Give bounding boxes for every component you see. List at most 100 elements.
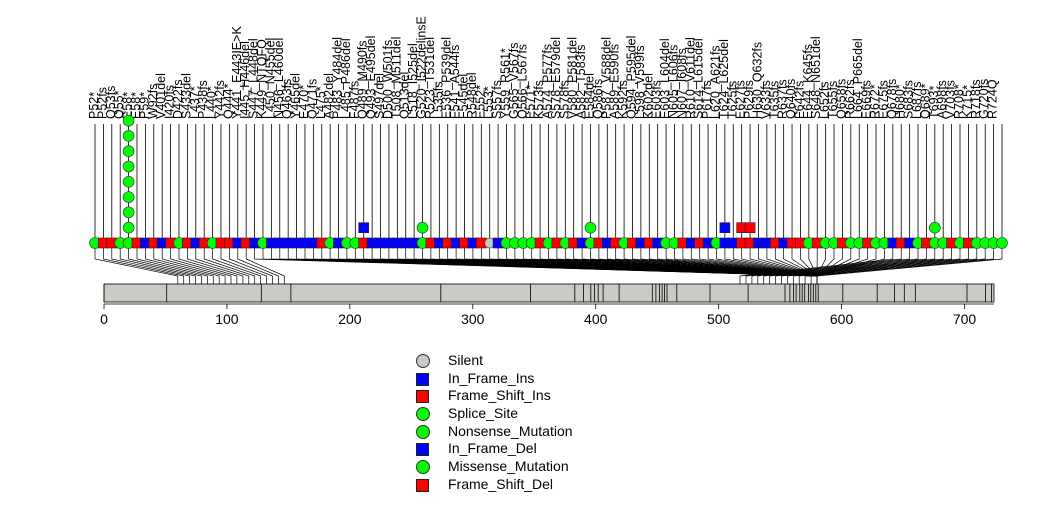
legend-swatch xyxy=(416,460,430,475)
connector-line xyxy=(161,243,226,284)
mutation-label: Q586fs xyxy=(591,79,605,119)
mutation-label: R523_T531del xyxy=(423,37,437,119)
mutation-label: S683fs xyxy=(902,80,916,119)
mutation-label: R672* xyxy=(868,84,882,119)
connector-line xyxy=(787,243,961,284)
legend-label: Nonsense_Mutation xyxy=(448,422,573,439)
connector-line xyxy=(136,243,208,284)
mutation-label: G720fs xyxy=(977,79,991,119)
mutation-label: Q489_M490fs xyxy=(356,40,370,119)
mutation-label: N607_I608fs xyxy=(675,48,689,119)
connector-line xyxy=(763,243,927,284)
marker-circle xyxy=(996,237,1008,249)
mutation-label: E470* xyxy=(297,85,311,119)
marker-circle xyxy=(122,176,135,188)
mutation-label: E571* xyxy=(524,85,538,119)
legend-item-frame-shift-ins: Frame_Shift_Ins xyxy=(416,387,656,405)
mutation-label: L450_N455del xyxy=(263,38,277,119)
mutation-label: E536_P539del xyxy=(440,37,454,119)
connector-line xyxy=(757,243,919,284)
protein-domain-bar xyxy=(103,283,995,303)
axis-tick-label: 0 xyxy=(100,311,108,327)
legend-label: In_Frame_Del xyxy=(448,440,537,457)
mutation-label: K715* xyxy=(960,85,974,119)
mutation-label: V633fs xyxy=(759,80,773,119)
marker-circle xyxy=(416,221,429,234)
marker-circle xyxy=(584,221,597,234)
legend-swatch xyxy=(416,407,430,422)
connector-line xyxy=(237,243,279,284)
marker-circle xyxy=(122,221,135,234)
mutation-label: P587_V588del xyxy=(599,37,613,119)
marker-circle xyxy=(122,114,135,127)
legend-label: Frame_Shift_Del xyxy=(448,475,554,492)
mutation-label: E675fs xyxy=(876,80,890,119)
connector-line xyxy=(103,243,185,284)
mutation-label: K592fs xyxy=(616,80,630,119)
mutation-label: L535fs xyxy=(431,81,445,119)
mutation-label: W92fs xyxy=(146,84,160,119)
axis-tick-label: 400 xyxy=(584,311,608,327)
lollipop-stems xyxy=(94,124,1003,243)
connector-line xyxy=(170,243,232,284)
mutation-label: L664_P665del xyxy=(851,38,865,119)
legend: Silent In_Frame_Ins Frame_Shift_Ins Spli… xyxy=(416,352,656,494)
connector-line xyxy=(808,243,818,284)
marker-square xyxy=(358,222,370,233)
mutation-label: L620_A621fs xyxy=(709,45,723,119)
connector-line xyxy=(128,243,202,284)
mutation-label: E584del xyxy=(583,73,597,119)
connector-line xyxy=(769,243,936,284)
mutation-label: P617fs xyxy=(700,80,714,119)
connector-line xyxy=(745,243,902,284)
mutation-label: Y559_R561* xyxy=(499,48,513,119)
mutation-label: R708* xyxy=(952,84,966,119)
mutation-label: Q658fs xyxy=(834,79,848,119)
connector-line xyxy=(816,243,1003,284)
mutation-label: A582_T583fs xyxy=(574,45,588,119)
legend-item-frame-shift-del: Frame_Shift_Del xyxy=(416,476,656,494)
legend-swatch xyxy=(416,478,429,492)
mutation-label: R610_V611del xyxy=(683,37,697,119)
mutation-label: Y441_E443IE>K xyxy=(230,26,244,119)
connector-line xyxy=(810,243,994,284)
mutation-label: V703fs xyxy=(944,80,958,119)
legend-swatch xyxy=(416,443,429,457)
connector-line xyxy=(220,243,267,284)
mutation-label: H680* xyxy=(893,84,907,119)
mutation-label: R637fs xyxy=(776,79,790,119)
connector-line xyxy=(145,243,214,284)
connector-line xyxy=(775,243,944,284)
axis-tick-label: 200 xyxy=(338,311,362,327)
mutation-label: Q55* xyxy=(112,90,126,119)
x-axis: 0 100 200 300 400 500 600 700 xyxy=(100,303,994,327)
mutation-label: Q471fs xyxy=(305,79,319,119)
mutation-label: E603_L604del xyxy=(658,38,672,119)
mutation-label: I420fs xyxy=(163,85,177,119)
mutation-label: R718fs xyxy=(969,79,983,119)
mutation-label: S433del xyxy=(179,73,193,119)
mutation-label: L485_P486del xyxy=(339,38,353,119)
axis-tick-label: 100 xyxy=(215,311,239,327)
marker-circle xyxy=(122,160,135,173)
mutation-label: Q594_P595del xyxy=(625,36,639,119)
mutation-label: R548del xyxy=(465,72,479,119)
connector-line xyxy=(111,243,190,284)
mutation-label: D500_W501fs xyxy=(381,40,395,119)
connector-line xyxy=(798,243,978,284)
mutation-label: L440* xyxy=(205,86,219,119)
mutation-label: E58* xyxy=(129,92,143,119)
mutation-label: L518_I525del xyxy=(406,43,420,119)
mutation-label: G565_V567fs xyxy=(507,43,521,119)
legend-swatch xyxy=(416,354,430,368)
mutation-label: P52* xyxy=(87,92,101,119)
mutation-label: F642fs xyxy=(792,81,806,119)
mutation-label: T635fs xyxy=(767,81,781,119)
connector-line xyxy=(195,243,250,284)
mutation-label: A589_E590fs xyxy=(608,44,622,119)
mutation-label: E603fs xyxy=(650,80,664,119)
mutation-label: H630_Q632fs xyxy=(751,42,765,119)
mutation-label: D422fs xyxy=(171,79,185,119)
mutation-label: Q444* xyxy=(221,83,235,119)
